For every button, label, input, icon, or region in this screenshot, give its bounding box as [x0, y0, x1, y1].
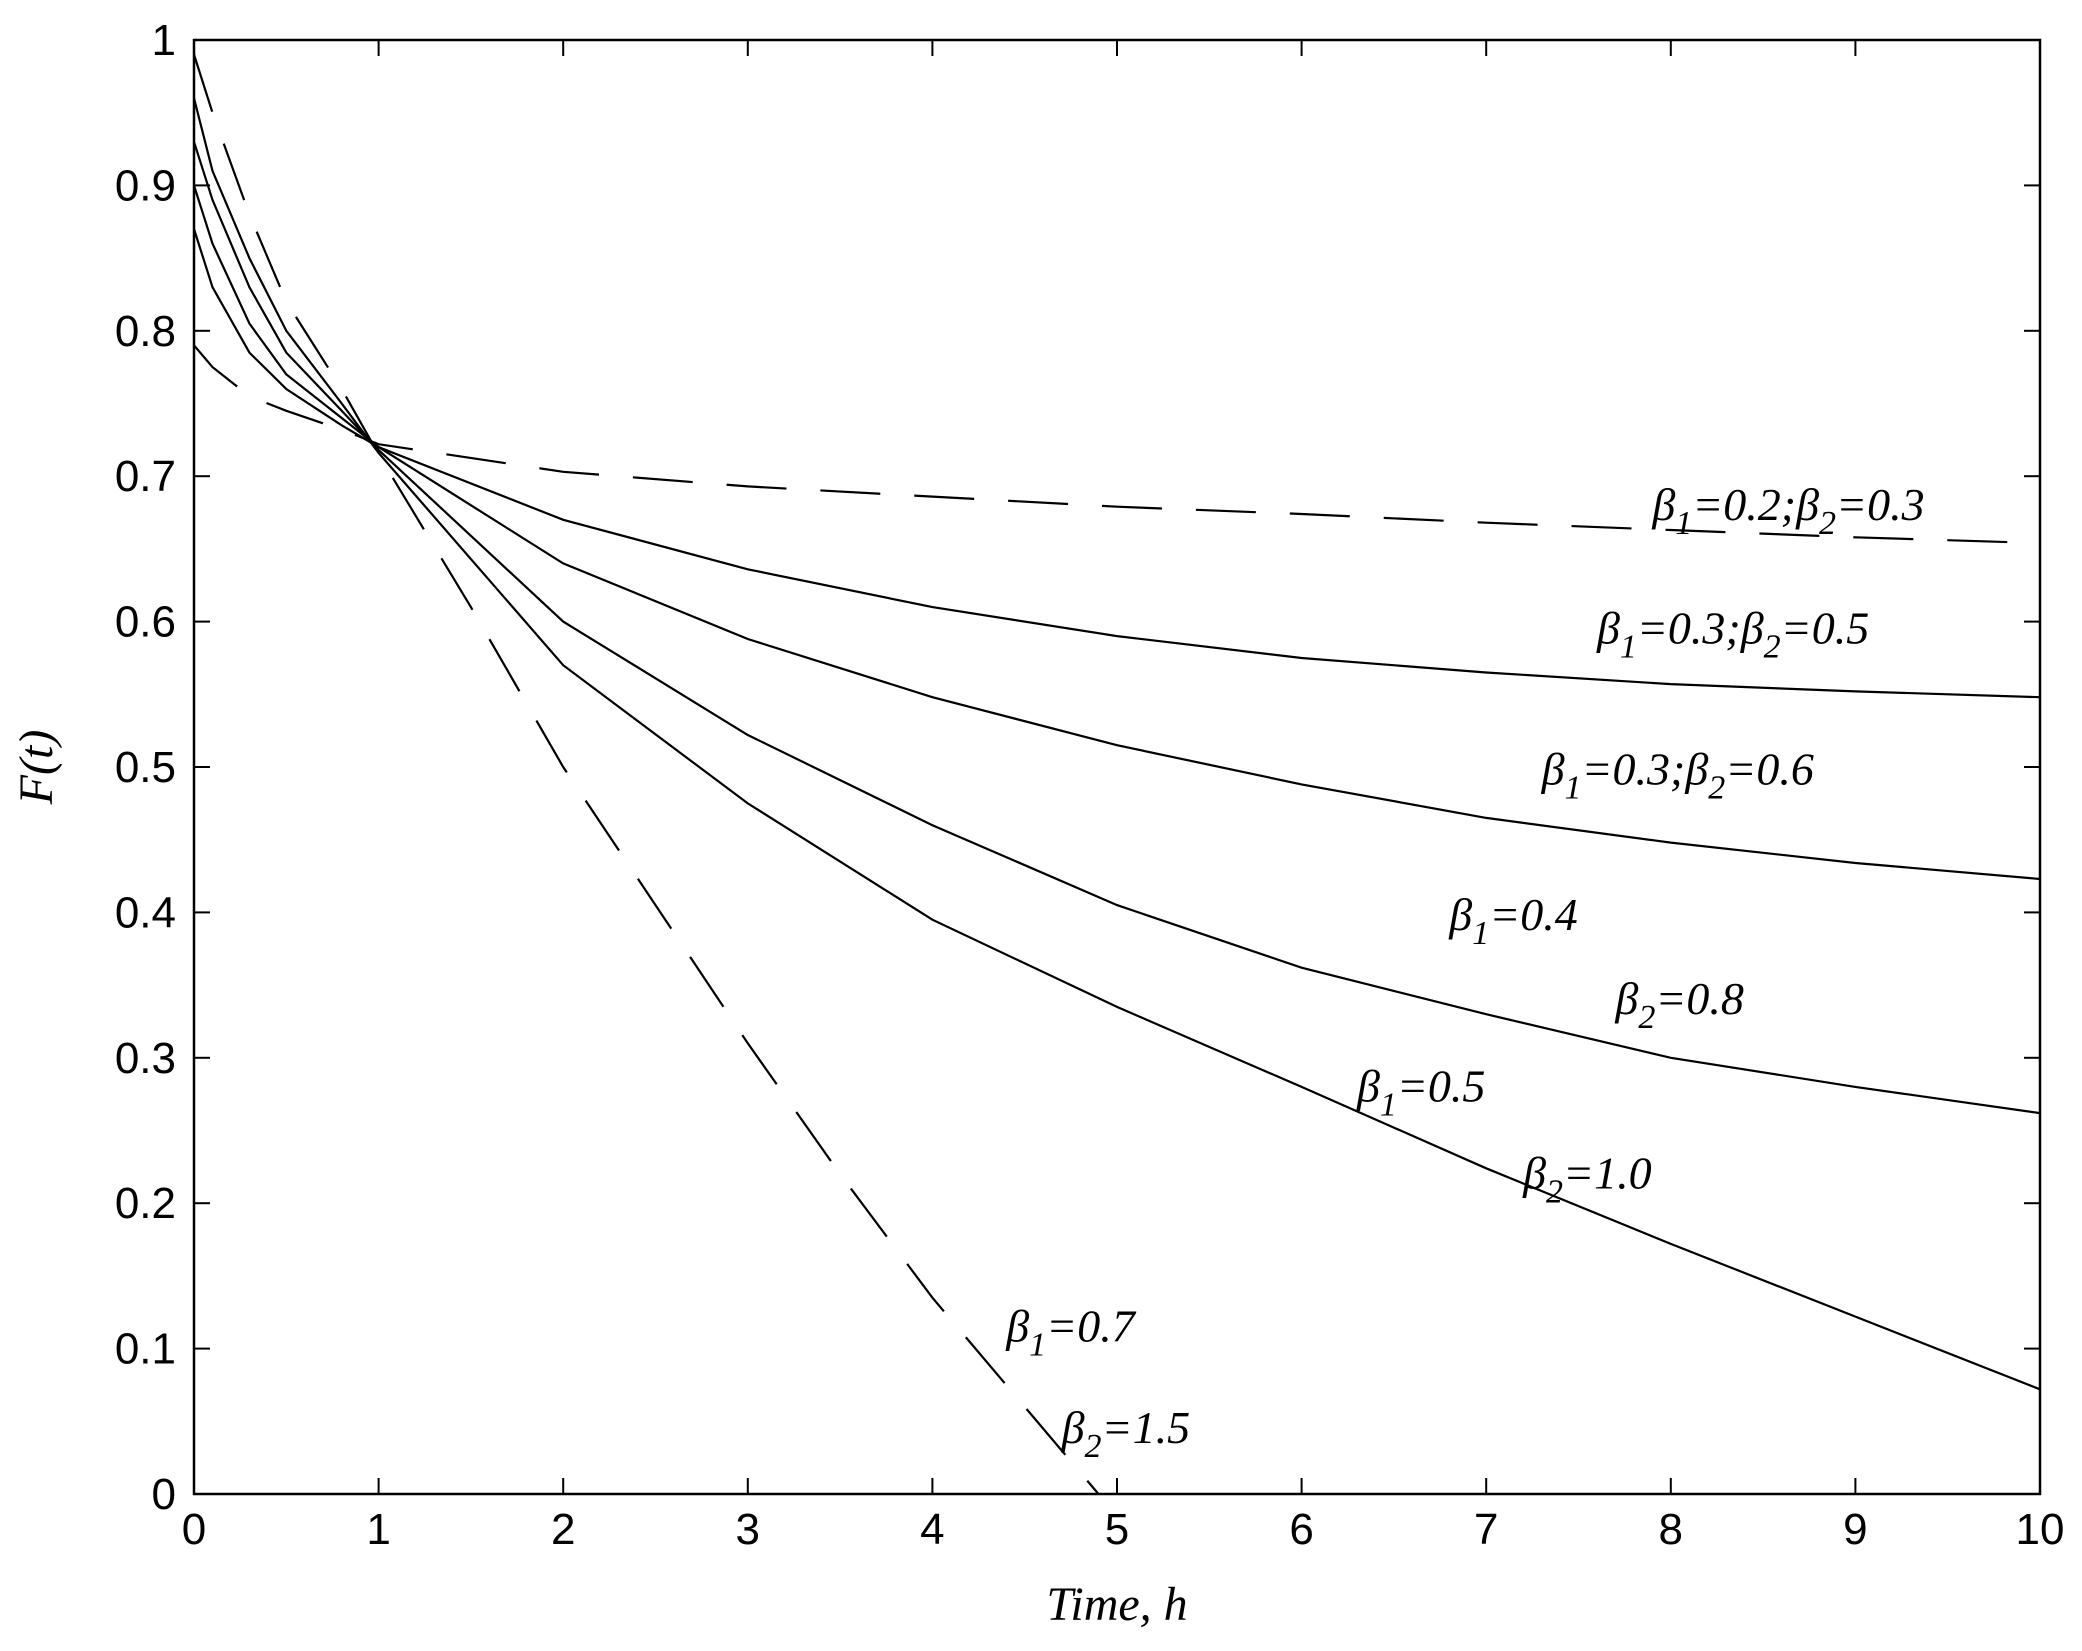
y-axis-label: F(t): [10, 730, 63, 806]
x-tick-label: 9: [1843, 1505, 1867, 1554]
curve-annotations: β1=0.2;β2=0.3 β1=0.3;β2=0.5 β1=0.3;β2=0.6 β…: [1005, 479, 1924, 1465]
x-tick-label: 5: [1105, 1505, 1129, 1554]
y-tick-label: 0.4: [115, 888, 176, 937]
x-tick-label: 4: [920, 1505, 944, 1554]
series-line-4: [192, 141, 2041, 1115]
x-axis-label: Time, h: [1046, 1578, 1187, 1631]
series-curves: [192, 54, 2041, 1495]
svg-text:β1=0.2;β2=0.3: β1=0.2;β2=0.3: [1651, 479, 1924, 542]
x-tick-label: 7: [1474, 1505, 1498, 1554]
y-tick-label: 0.1: [115, 1325, 176, 1374]
y-tick-label: 0.3: [115, 1034, 176, 1083]
svg-text:β1=0.7: β1=0.7: [1005, 1300, 1136, 1363]
svg-text:β2=0.8: β2=0.8: [1614, 973, 1743, 1036]
y-tick-label: 0.5: [115, 743, 176, 792]
x-tick-label: 6: [1289, 1505, 1313, 1554]
x-tick-label: 2: [551, 1505, 575, 1554]
svg-text:β1=0.5: β1=0.5: [1356, 1060, 1485, 1123]
x-tick-label: 1: [366, 1505, 390, 1554]
y-tick-label: 0.6: [115, 598, 176, 647]
svg-text:β2=1.0: β2=1.0: [1522, 1148, 1651, 1211]
annotation-5: β1=0.5 β2=1.0: [1356, 1060, 1652, 1210]
annotation-4: β1=0.4 β2=0.8: [1448, 889, 1744, 1036]
y-tick-labels: 0 0.1 0.2 0.3 0.4 0.5 0.6 0.7 0.8 0.9 1: [115, 16, 176, 1519]
annotation-6: β1=0.7 β2=1.5: [1005, 1300, 1190, 1465]
svg-text:β1=0.3;β2=0.6: β1=0.3;β2=0.6: [1541, 743, 1814, 806]
x-tick-label: 8: [1659, 1505, 1683, 1554]
x-tick-label: 3: [736, 1505, 760, 1554]
y-tick-label: 1: [152, 16, 176, 65]
annotation-3: β1=0.3;β2=0.6: [1541, 743, 1814, 806]
series-line-3: [192, 185, 2041, 881]
y-tick-label: 0.7: [115, 452, 176, 501]
annotation-1: β1=0.2;β2=0.3: [1651, 479, 1924, 542]
svg-text:β1=0.3;β2=0.5: β1=0.3;β2=0.5: [1596, 602, 1869, 665]
series-line-2: [192, 228, 2041, 699]
y-tick-label: 0: [152, 1470, 176, 1519]
series-line-6: [192, 54, 1100, 1495]
svg-text:β2=1.5: β2=1.5: [1061, 1402, 1190, 1465]
x-tick-label: 10: [2016, 1505, 2065, 1554]
series-line-5: [192, 97, 2041, 1391]
axis-ticks: [193, 39, 2041, 1495]
x-tick-label: 0: [182, 1505, 206, 1554]
y-tick-label: 0.8: [115, 307, 176, 356]
annotation-2: β1=0.3;β2=0.5: [1596, 602, 1869, 665]
x-tick-labels: 0 1 2 3 4 5 6 7 8 9 10: [182, 1505, 2065, 1554]
series-line-1: [193, 344, 2041, 545]
y-tick-label: 0.2: [115, 1179, 176, 1228]
y-tick-label: 0.9: [115, 161, 176, 210]
svg-text:β1=0.4: β1=0.4: [1448, 889, 1577, 952]
